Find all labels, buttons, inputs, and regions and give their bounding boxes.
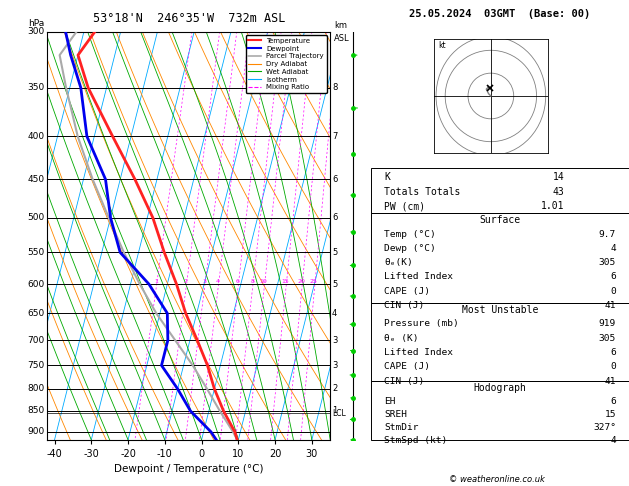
Text: 0: 0 (610, 362, 616, 371)
Text: 43: 43 (553, 187, 565, 197)
Text: kt: kt (438, 41, 446, 50)
Text: 15: 15 (282, 279, 289, 284)
Text: 4: 4 (332, 309, 337, 318)
Text: 41: 41 (604, 377, 616, 385)
Text: 5: 5 (332, 248, 337, 257)
Text: K: K (384, 173, 390, 182)
Text: 400: 400 (27, 132, 44, 141)
Text: km: km (334, 20, 347, 30)
Text: 6: 6 (610, 273, 616, 281)
Text: θₑ (K): θₑ (K) (384, 334, 418, 343)
Text: Dewp (°C): Dewp (°C) (384, 244, 436, 253)
Text: Hodograph: Hodograph (474, 382, 526, 393)
Text: CAPE (J): CAPE (J) (384, 287, 430, 296)
Bar (371, 381, 629, 440)
Text: 300: 300 (27, 27, 44, 36)
Text: 7: 7 (332, 132, 338, 141)
Text: Pressure (mb): Pressure (mb) (384, 319, 459, 329)
Text: Temp (°C): Temp (°C) (384, 229, 436, 239)
Text: 919: 919 (599, 319, 616, 329)
Text: 800: 800 (27, 384, 44, 393)
Text: EH: EH (384, 397, 396, 406)
Text: 41: 41 (604, 301, 616, 310)
Text: 900: 900 (27, 427, 44, 436)
Text: StmSpd (kt): StmSpd (kt) (384, 436, 447, 445)
Text: LCL: LCL (332, 409, 346, 417)
Text: 9.7: 9.7 (599, 229, 616, 239)
Text: 4: 4 (610, 244, 616, 253)
Text: 1.01: 1.01 (541, 201, 565, 211)
X-axis label: Dewpoint / Temperature (°C): Dewpoint / Temperature (°C) (114, 465, 264, 474)
Text: 700: 700 (27, 336, 44, 345)
Text: 3: 3 (332, 336, 338, 345)
Text: 14: 14 (553, 173, 565, 182)
Text: 2: 2 (184, 279, 188, 284)
Text: 0: 0 (610, 287, 616, 296)
Text: SREH: SREH (384, 410, 407, 419)
Text: 4: 4 (610, 436, 616, 445)
Text: 8: 8 (332, 83, 338, 92)
Text: 305: 305 (599, 258, 616, 267)
Text: 1: 1 (154, 279, 158, 284)
Text: 500: 500 (27, 213, 44, 222)
Text: CAPE (J): CAPE (J) (384, 362, 430, 371)
Text: 6: 6 (610, 348, 616, 357)
Bar (371, 168, 629, 213)
Text: Lifted Index: Lifted Index (384, 273, 453, 281)
Text: 2: 2 (332, 384, 337, 393)
Text: 1: 1 (332, 406, 337, 416)
Bar (371, 303, 629, 381)
Text: Most Unstable: Most Unstable (462, 305, 538, 315)
Text: 6: 6 (236, 279, 240, 284)
Text: 600: 600 (27, 279, 44, 289)
Text: 850: 850 (27, 406, 44, 416)
Text: 4: 4 (216, 279, 220, 284)
Text: 5: 5 (332, 279, 337, 289)
Text: Surface: Surface (479, 215, 521, 226)
Text: 10: 10 (260, 279, 267, 284)
Text: 327°: 327° (593, 423, 616, 432)
Text: Lifted Index: Lifted Index (384, 348, 453, 357)
Text: PW (cm): PW (cm) (384, 201, 425, 211)
Text: 750: 750 (27, 361, 44, 370)
Text: 6: 6 (332, 175, 338, 184)
Text: 53°18'N  246°35'W  732m ASL: 53°18'N 246°35'W 732m ASL (92, 12, 285, 25)
Text: © weatheronline.co.uk: © weatheronline.co.uk (449, 474, 545, 484)
Text: 25: 25 (310, 279, 318, 284)
Text: CIN (J): CIN (J) (384, 377, 424, 385)
Legend: Temperature, Dewpoint, Parcel Trajectory, Dry Adiabat, Wet Adiabat, Isotherm, Mi: Temperature, Dewpoint, Parcel Trajectory… (245, 35, 326, 93)
Text: StmDir: StmDir (384, 423, 418, 432)
Text: Totals Totals: Totals Totals (384, 187, 460, 197)
Text: 550: 550 (27, 248, 44, 257)
Text: 20: 20 (298, 279, 305, 284)
Text: 350: 350 (27, 83, 44, 92)
Text: 650: 650 (27, 309, 44, 318)
Text: hPa: hPa (28, 18, 44, 28)
Text: CIN (J): CIN (J) (384, 301, 424, 310)
Text: 6: 6 (610, 397, 616, 406)
Bar (371, 213, 629, 303)
Text: 8: 8 (250, 279, 254, 284)
Text: 450: 450 (27, 175, 44, 184)
Text: 305: 305 (599, 334, 616, 343)
Text: 3: 3 (332, 361, 338, 370)
Text: ASL: ASL (334, 34, 350, 43)
Text: 3: 3 (203, 279, 206, 284)
Text: 6: 6 (332, 213, 338, 222)
Text: θₑ(K): θₑ(K) (384, 258, 413, 267)
Text: 25.05.2024  03GMT  (Base: 00): 25.05.2024 03GMT (Base: 00) (409, 9, 591, 19)
Text: 15: 15 (604, 410, 616, 419)
